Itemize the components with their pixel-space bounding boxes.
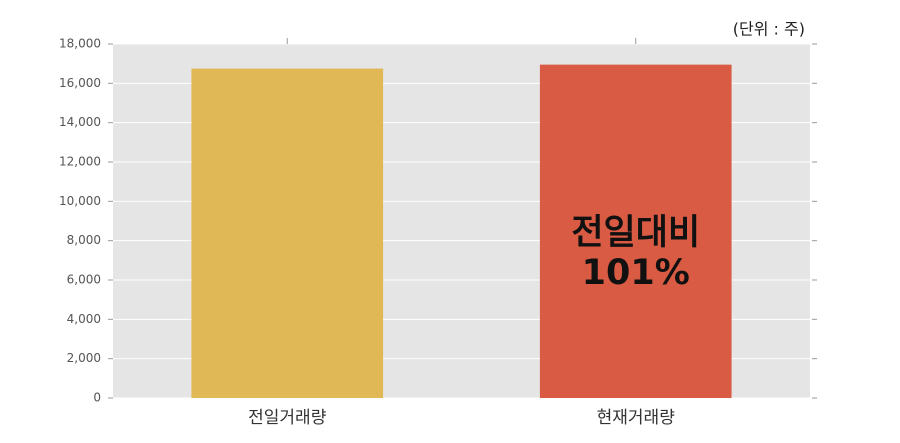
x-tick-label: 현재거래량 bbox=[597, 408, 676, 428]
x-tick-label: 전일거래량 bbox=[248, 408, 327, 428]
y-tick-label: 6,000 bbox=[67, 273, 101, 287]
bar bbox=[191, 68, 384, 398]
y-tick-label: 8,000 bbox=[67, 233, 101, 247]
y-tick-label: 2,000 bbox=[67, 351, 101, 365]
unit-label: (단위 : 주) bbox=[733, 20, 805, 39]
y-tick-label: 14,000 bbox=[59, 115, 101, 129]
y-tick-label: 18,000 bbox=[59, 37, 101, 51]
y-tick-label: 4,000 bbox=[67, 312, 101, 326]
annotation: 전일대비 bbox=[571, 213, 700, 253]
y-tick-label: 10,000 bbox=[59, 194, 101, 208]
y-tick-label: 16,000 bbox=[59, 76, 101, 90]
bar bbox=[539, 64, 732, 399]
y-tick-label: 0 bbox=[93, 391, 101, 405]
annotation: 101% bbox=[582, 253, 690, 293]
y-tick-label: 12,000 bbox=[59, 155, 101, 169]
